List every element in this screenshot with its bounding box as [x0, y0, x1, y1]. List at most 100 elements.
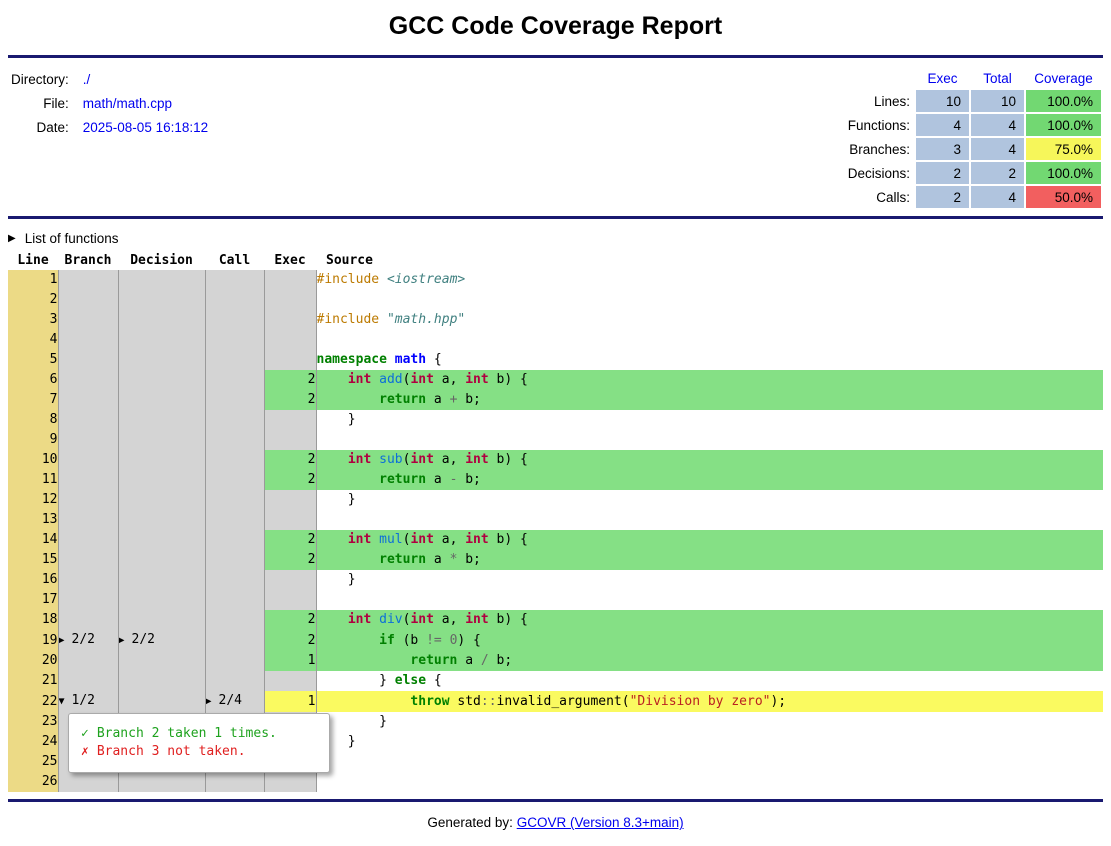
summary-total-value: 2: [971, 162, 1024, 184]
call-counter: [204, 570, 264, 590]
source-code-line: }: [316, 732, 1103, 752]
token-pl: b) {: [488, 452, 528, 467]
exec-count: [263, 772, 317, 792]
branch-detail-not-taken: ✗ Branch 3 not taken.: [81, 743, 317, 761]
decision-counter: [117, 290, 205, 310]
source-row: 4: [8, 330, 1103, 350]
gcovr-version-link[interactable]: GCOVR (Version 8.3+main): [516, 815, 684, 830]
call-counter: [204, 310, 264, 330]
date-label: Date:: [36, 119, 69, 135]
exec-count: [263, 310, 317, 330]
branch-counter[interactable]: ▶ 2/2: [57, 630, 118, 651]
token-pl: b) {: [488, 532, 528, 547]
call-counter[interactable]: ▶ 2/4: [204, 691, 264, 712]
token-nf: sub: [379, 452, 403, 467]
source-code-line: int add(int a, int b) {: [316, 370, 1103, 390]
chevron-right-icon[interactable]: ▶: [8, 233, 16, 244]
source-code-line: [316, 772, 1103, 792]
source-code-line: return a + b;: [316, 390, 1103, 410]
token-pl: [317, 552, 380, 567]
token-cp: #include: [316, 272, 380, 287]
summary-coverage-value: 75.0%: [1026, 138, 1101, 160]
call-counter: [204, 772, 264, 792]
token-kt: int: [410, 532, 434, 547]
token-pl: [317, 653, 411, 668]
token-pl: b) {: [488, 372, 528, 387]
branch-counter: [57, 410, 118, 430]
decision-counter: [117, 470, 205, 490]
source-row: 15 2 return a * b;: [8, 550, 1103, 570]
file-meta-table: Directory: ./ File: math/math.cpp Date: …: [8, 66, 211, 140]
list-of-functions-toggle[interactable]: ▶ List of functions: [8, 231, 1103, 246]
exec-count: 1: [263, 691, 317, 712]
directory-value: ./: [82, 71, 91, 87]
source-code-table: Line Branch Decision Call Exec Source 1 #…: [8, 250, 1103, 792]
source-row: 17: [8, 590, 1103, 610]
token-kt: int: [410, 612, 434, 627]
line-number: 6: [8, 370, 58, 390]
branch-counter: [57, 310, 118, 330]
exec-count: [263, 270, 317, 290]
footer: Generated by: GCOVR (Version 8.3+main): [8, 815, 1103, 830]
source-code-line: [316, 330, 1103, 350]
line-number: 17: [8, 590, 58, 610]
branch-counter: [57, 510, 118, 530]
call-counter: [204, 470, 264, 490]
meta-row-directory: Directory: ./: [10, 68, 209, 90]
line-number: 21: [8, 671, 58, 691]
exec-count: [263, 350, 317, 370]
token-pl: (: [402, 452, 411, 467]
branch-counter: [57, 270, 118, 290]
token-pl: a,: [433, 612, 466, 627]
call-counter: [204, 550, 264, 570]
chevron-right-icon[interactable]: ▶: [58, 635, 65, 646]
token-pl: (b: [394, 632, 427, 648]
source-code-line: int div(int a, int b) {: [316, 610, 1103, 630]
call-counter: [204, 450, 264, 470]
token-kt: int: [465, 372, 489, 387]
decision-counter: [117, 350, 205, 370]
source-code-line: }: [316, 752, 1103, 772]
exec-count: 2: [263, 470, 317, 490]
branch-detail-popup: ✓ Branch 2 taken 1 times. ✗ Branch 3 not ta…: [68, 713, 330, 773]
line-number: 8: [8, 410, 58, 430]
call-counter: [204, 530, 264, 550]
call-counter: [204, 671, 264, 691]
token-pl: (: [402, 532, 411, 547]
token-pl: a: [457, 653, 481, 668]
call-counter: [204, 390, 264, 410]
token-pl: }: [316, 714, 387, 729]
source-code-line: return a * b;: [316, 550, 1103, 570]
decision-counter-ratio: 2/2: [131, 632, 156, 647]
chevron-down-icon[interactable]: ▼: [58, 696, 65, 707]
token-kt: int: [465, 452, 489, 467]
summary-header-spacer: [847, 68, 914, 88]
token-pl: [371, 452, 379, 467]
chevron-right-icon[interactable]: ▶: [118, 635, 125, 646]
token-pl: [371, 372, 379, 387]
summary-exec-value: 2: [916, 162, 969, 184]
source-row: 3 #include "math.hpp": [8, 310, 1103, 330]
summary-row: Decisions: 2 2 100.0%: [847, 162, 1101, 184]
source-code-line: }: [316, 712, 1103, 732]
column-header-decision: Decision: [130, 252, 193, 268]
line-number: 1: [8, 270, 58, 290]
decision-counter[interactable]: ▶ 2/2: [117, 630, 205, 651]
token-o: -: [449, 472, 458, 487]
token-pl: [317, 612, 348, 627]
token-kt: int: [410, 372, 434, 387]
branch-counter: [57, 772, 118, 792]
token-pl: b) {: [488, 612, 528, 627]
branch-counter[interactable]: ▼ 1/2: [57, 691, 118, 712]
chevron-right-icon[interactable]: ▶: [205, 696, 212, 707]
line-number: 12: [8, 490, 58, 510]
token-pl: [379, 272, 387, 287]
column-header-line: Line: [17, 252, 49, 268]
token-pl: a: [426, 392, 450, 407]
source-code-line: }: [316, 410, 1103, 430]
line-number: 19: [8, 630, 58, 651]
token-pl: [371, 612, 379, 627]
decision-counter: [117, 550, 205, 570]
header-section: Directory: ./ File: math/math.cpp Date: …: [8, 66, 1103, 210]
summary-total-value: 10: [971, 90, 1024, 112]
